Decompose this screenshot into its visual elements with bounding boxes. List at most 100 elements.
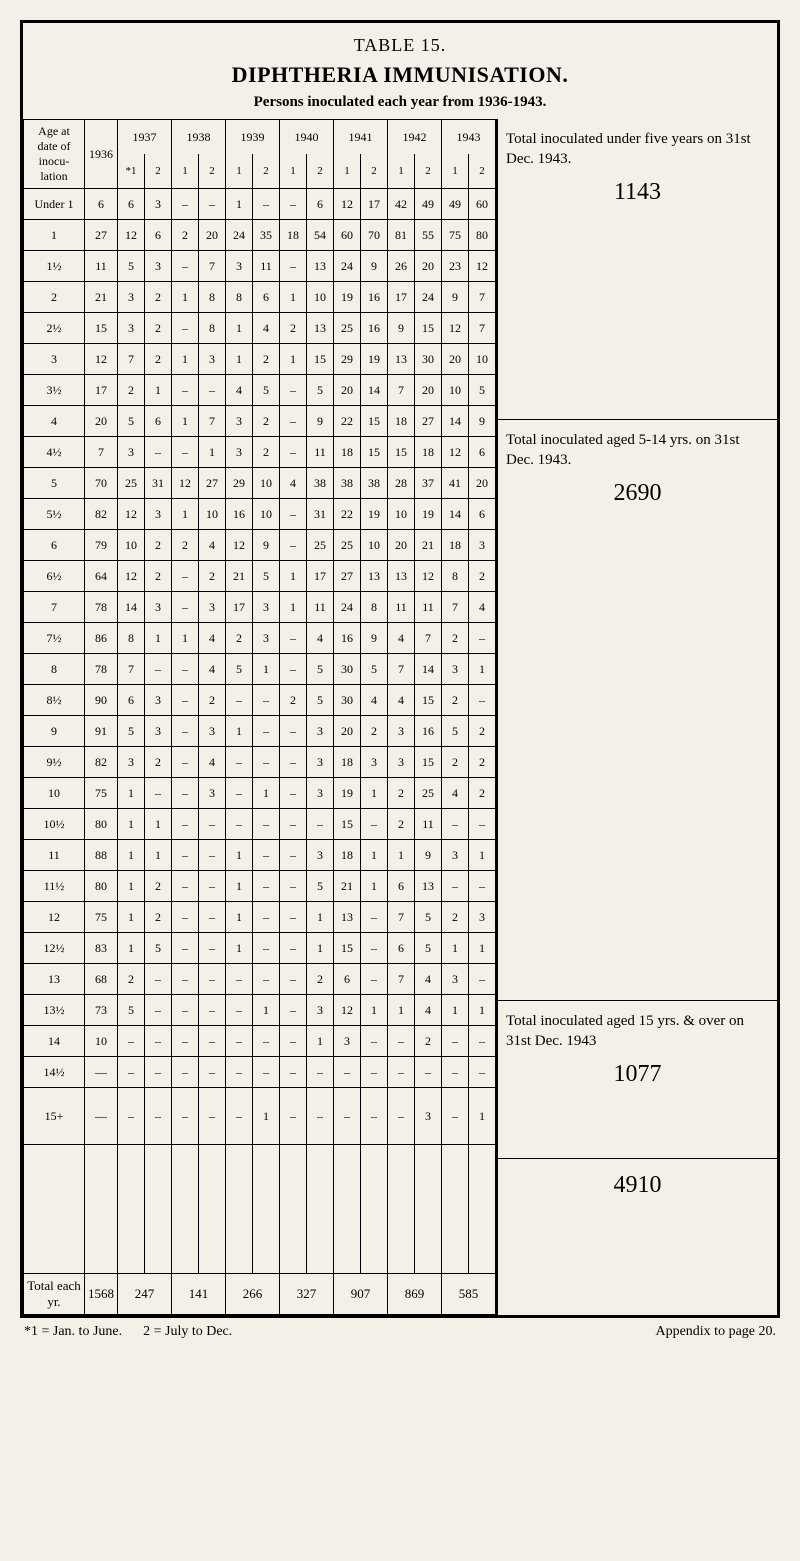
age-cell: 8 bbox=[24, 654, 85, 685]
data-cell: – bbox=[226, 1088, 253, 1145]
data-cell: 2 bbox=[145, 282, 172, 313]
data-cell: 13 bbox=[388, 561, 415, 592]
data-cell: 2 bbox=[145, 344, 172, 375]
data-cell: 3 bbox=[145, 716, 172, 747]
data-cell: 3 bbox=[199, 778, 226, 809]
data-cell: 22 bbox=[334, 499, 361, 530]
data-cell: – bbox=[469, 685, 496, 716]
data-cell: – bbox=[172, 933, 199, 964]
data-cell: 1 bbox=[226, 902, 253, 933]
data-cell: – bbox=[280, 1088, 307, 1145]
data-cell: 17 bbox=[226, 592, 253, 623]
data-cell: 18 bbox=[334, 840, 361, 871]
data-cell: 7 bbox=[469, 282, 496, 313]
data-cell: 5 bbox=[307, 685, 334, 716]
data-cell: 3 bbox=[145, 251, 172, 282]
data-cell: 3 bbox=[145, 189, 172, 220]
data-cell: 15 bbox=[307, 344, 334, 375]
data-cell: 1 bbox=[226, 189, 253, 220]
data-cell: 75 bbox=[442, 220, 469, 251]
data-cell: 5 bbox=[469, 375, 496, 406]
age-cell: 1 bbox=[24, 220, 85, 251]
data-cell: – bbox=[280, 778, 307, 809]
data-cell: – bbox=[280, 251, 307, 282]
data-cell: – bbox=[307, 1088, 334, 1145]
data-cell: 6 bbox=[469, 499, 496, 530]
data-cell: – bbox=[172, 995, 199, 1026]
data-cell: – bbox=[199, 933, 226, 964]
data-cell: 16 bbox=[226, 499, 253, 530]
data-cell: 1 bbox=[307, 902, 334, 933]
data-cell: 3 bbox=[199, 592, 226, 623]
data-cell: 2 bbox=[199, 561, 226, 592]
data-cell: 1 bbox=[361, 778, 388, 809]
sidebar: Total inoculated under five years on 31s… bbox=[496, 119, 777, 1315]
table-row: 8787––451–530571431 bbox=[24, 654, 496, 685]
sub-39-2: 2 bbox=[253, 154, 280, 189]
data-cell: 3 bbox=[118, 313, 145, 344]
data-cell: 9 bbox=[361, 251, 388, 282]
col-1942: 1942 bbox=[388, 120, 442, 155]
data-cell: 7 bbox=[199, 251, 226, 282]
age-cell: 15+ bbox=[24, 1088, 85, 1145]
data-cell: 2 bbox=[253, 406, 280, 437]
data-cell: – bbox=[469, 871, 496, 902]
data-cell: 83 bbox=[85, 933, 118, 964]
age-cell: 6½ bbox=[24, 561, 85, 592]
side-box3-num: 1077 bbox=[506, 1058, 769, 1090]
data-cell: – bbox=[469, 1026, 496, 1057]
data-cell: 10 bbox=[118, 530, 145, 561]
data-cell: 9 bbox=[307, 406, 334, 437]
sub-41-1: 1 bbox=[334, 154, 361, 189]
data-cell: 10 bbox=[388, 499, 415, 530]
data-cell: 10 bbox=[442, 375, 469, 406]
data-cell: 1 bbox=[307, 933, 334, 964]
age-cell: 14 bbox=[24, 1026, 85, 1057]
data-cell: 16 bbox=[361, 282, 388, 313]
data-cell: – bbox=[199, 995, 226, 1026]
data-cell: 12 bbox=[469, 251, 496, 282]
data-cell: – bbox=[361, 964, 388, 995]
table-row: 570253112272910438383828374120 bbox=[24, 468, 496, 499]
data-cell: 4 bbox=[199, 747, 226, 778]
data-cell: 5 bbox=[145, 933, 172, 964]
data-cell: 1 bbox=[226, 933, 253, 964]
data-cell: 19 bbox=[415, 499, 442, 530]
data-cell: 11 bbox=[415, 809, 442, 840]
data-cell: 2 bbox=[415, 1026, 442, 1057]
data-cell: – bbox=[172, 747, 199, 778]
data-cell: 1 bbox=[361, 840, 388, 871]
data-cell: 14 bbox=[361, 375, 388, 406]
data-cell: 2 bbox=[172, 220, 199, 251]
side-box3-text: Total inoculated aged 15 yrs. & over on … bbox=[506, 1011, 769, 1052]
data-cell: 2 bbox=[442, 747, 469, 778]
data-cell: 49 bbox=[415, 189, 442, 220]
data-cell: 21 bbox=[415, 530, 442, 561]
data-cell: – bbox=[253, 1026, 280, 1057]
sub-39-1: 1 bbox=[226, 154, 253, 189]
data-cell: – bbox=[361, 902, 388, 933]
data-cell: 26 bbox=[388, 251, 415, 282]
total-1940: 327 bbox=[280, 1274, 334, 1315]
data-cell: 9 bbox=[469, 406, 496, 437]
data-cell: – bbox=[280, 1026, 307, 1057]
data-cell: 1 bbox=[361, 871, 388, 902]
data-cell: – bbox=[199, 1088, 226, 1145]
data-cell: – bbox=[199, 189, 226, 220]
data-cell: 75 bbox=[85, 778, 118, 809]
data-cell: 1 bbox=[226, 313, 253, 344]
data-cell: 3 bbox=[442, 840, 469, 871]
data-cell: 21 bbox=[334, 871, 361, 902]
data-cell: – bbox=[361, 1057, 388, 1088]
data-cell: – bbox=[145, 654, 172, 685]
data-cell: – bbox=[388, 1026, 415, 1057]
data-cell: 12 bbox=[118, 499, 145, 530]
data-cell: 3 bbox=[469, 530, 496, 561]
data-cell: – bbox=[226, 685, 253, 716]
total-label: Total each yr. bbox=[24, 1274, 85, 1315]
data-cell: 7 bbox=[118, 344, 145, 375]
data-cell: 13 bbox=[307, 251, 334, 282]
age-cell: 1½ bbox=[24, 251, 85, 282]
data-cell: 64 bbox=[85, 561, 118, 592]
data-cell: 1 bbox=[226, 716, 253, 747]
